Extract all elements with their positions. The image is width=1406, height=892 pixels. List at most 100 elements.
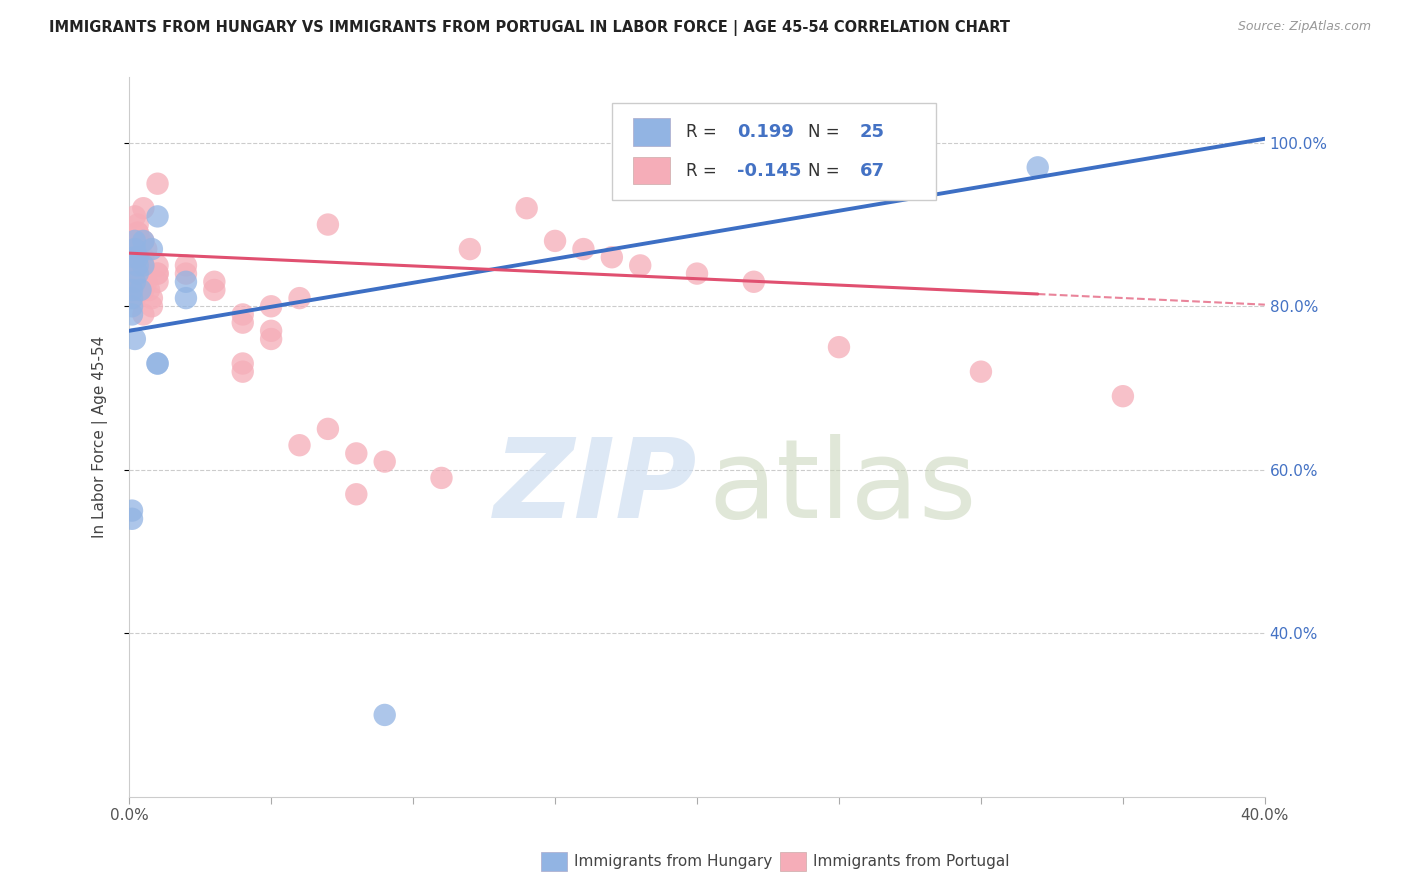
Point <box>121 503 143 517</box>
Point <box>124 275 146 289</box>
Point <box>572 242 595 256</box>
Point <box>129 234 152 248</box>
Point <box>127 242 149 256</box>
Point <box>174 267 197 281</box>
Point <box>127 250 149 264</box>
Point <box>132 283 155 297</box>
Point <box>121 291 143 305</box>
Point <box>124 242 146 256</box>
Point <box>132 259 155 273</box>
Point <box>344 487 367 501</box>
Text: 25: 25 <box>859 123 884 141</box>
Point <box>316 218 339 232</box>
Point <box>146 357 169 371</box>
Point <box>828 340 851 354</box>
Point <box>260 332 283 346</box>
Point <box>132 308 155 322</box>
Point <box>232 316 254 330</box>
Text: ZIP: ZIP <box>494 434 697 541</box>
Text: atlas: atlas <box>709 434 977 541</box>
Point <box>121 259 143 273</box>
Point <box>458 242 481 256</box>
Point <box>316 422 339 436</box>
Point <box>374 454 396 468</box>
Point <box>121 267 143 281</box>
Point <box>288 291 311 305</box>
Point <box>260 299 283 313</box>
Text: R =: R = <box>686 123 717 141</box>
Point <box>132 250 155 264</box>
Point <box>132 234 155 248</box>
Point <box>132 259 155 273</box>
Point <box>135 275 157 289</box>
Point <box>430 471 453 485</box>
Point <box>127 250 149 264</box>
Point <box>146 259 169 273</box>
Point <box>232 357 254 371</box>
Text: Immigrants from Hungary: Immigrants from Hungary <box>574 855 772 869</box>
Text: -0.145: -0.145 <box>737 162 801 180</box>
Point <box>132 275 155 289</box>
Text: R =: R = <box>686 162 717 180</box>
Point <box>141 299 163 313</box>
Point <box>132 201 155 215</box>
Point <box>124 234 146 248</box>
Text: N =: N = <box>808 162 839 180</box>
Point <box>600 250 623 264</box>
Point <box>1026 161 1049 175</box>
Point <box>232 308 254 322</box>
Point <box>174 259 197 273</box>
Point <box>174 275 197 289</box>
Point <box>121 299 143 313</box>
Point <box>970 365 993 379</box>
Point <box>174 291 197 305</box>
Point <box>127 283 149 297</box>
Point <box>124 250 146 264</box>
Point <box>121 242 143 256</box>
Point <box>121 250 143 264</box>
Point <box>121 512 143 526</box>
Point <box>124 210 146 224</box>
Point <box>146 267 169 281</box>
FancyBboxPatch shape <box>634 119 669 145</box>
Point <box>138 283 160 297</box>
Point <box>127 250 149 264</box>
Point <box>124 291 146 305</box>
Point <box>127 226 149 240</box>
Text: Source: ZipAtlas.com: Source: ZipAtlas.com <box>1237 20 1371 33</box>
Point <box>141 291 163 305</box>
Point <box>288 438 311 452</box>
Point <box>132 234 155 248</box>
Point <box>121 283 143 297</box>
Text: 67: 67 <box>859 162 884 180</box>
Point <box>127 259 149 273</box>
Point <box>1112 389 1135 403</box>
Text: 0.199: 0.199 <box>737 123 793 141</box>
Point <box>686 267 709 281</box>
Point <box>260 324 283 338</box>
Text: N =: N = <box>808 123 839 141</box>
Point <box>124 234 146 248</box>
Point <box>146 210 169 224</box>
Point <box>127 267 149 281</box>
Point <box>344 446 367 460</box>
Point <box>146 177 169 191</box>
Point <box>135 242 157 256</box>
Point <box>129 283 152 297</box>
Point <box>129 267 152 281</box>
Point <box>232 365 254 379</box>
Point <box>146 275 169 289</box>
Point <box>124 332 146 346</box>
Point <box>516 201 538 215</box>
Point <box>742 275 765 289</box>
Text: IMMIGRANTS FROM HUNGARY VS IMMIGRANTS FROM PORTUGAL IN LABOR FORCE | AGE 45-54 C: IMMIGRANTS FROM HUNGARY VS IMMIGRANTS FR… <box>49 20 1010 36</box>
Point <box>146 357 169 371</box>
Point <box>124 283 146 297</box>
Point <box>374 708 396 723</box>
Point <box>141 242 163 256</box>
Point <box>146 267 169 281</box>
Point <box>124 259 146 273</box>
Text: Immigrants from Portugal: Immigrants from Portugal <box>813 855 1010 869</box>
Point <box>628 259 651 273</box>
Point <box>202 275 225 289</box>
